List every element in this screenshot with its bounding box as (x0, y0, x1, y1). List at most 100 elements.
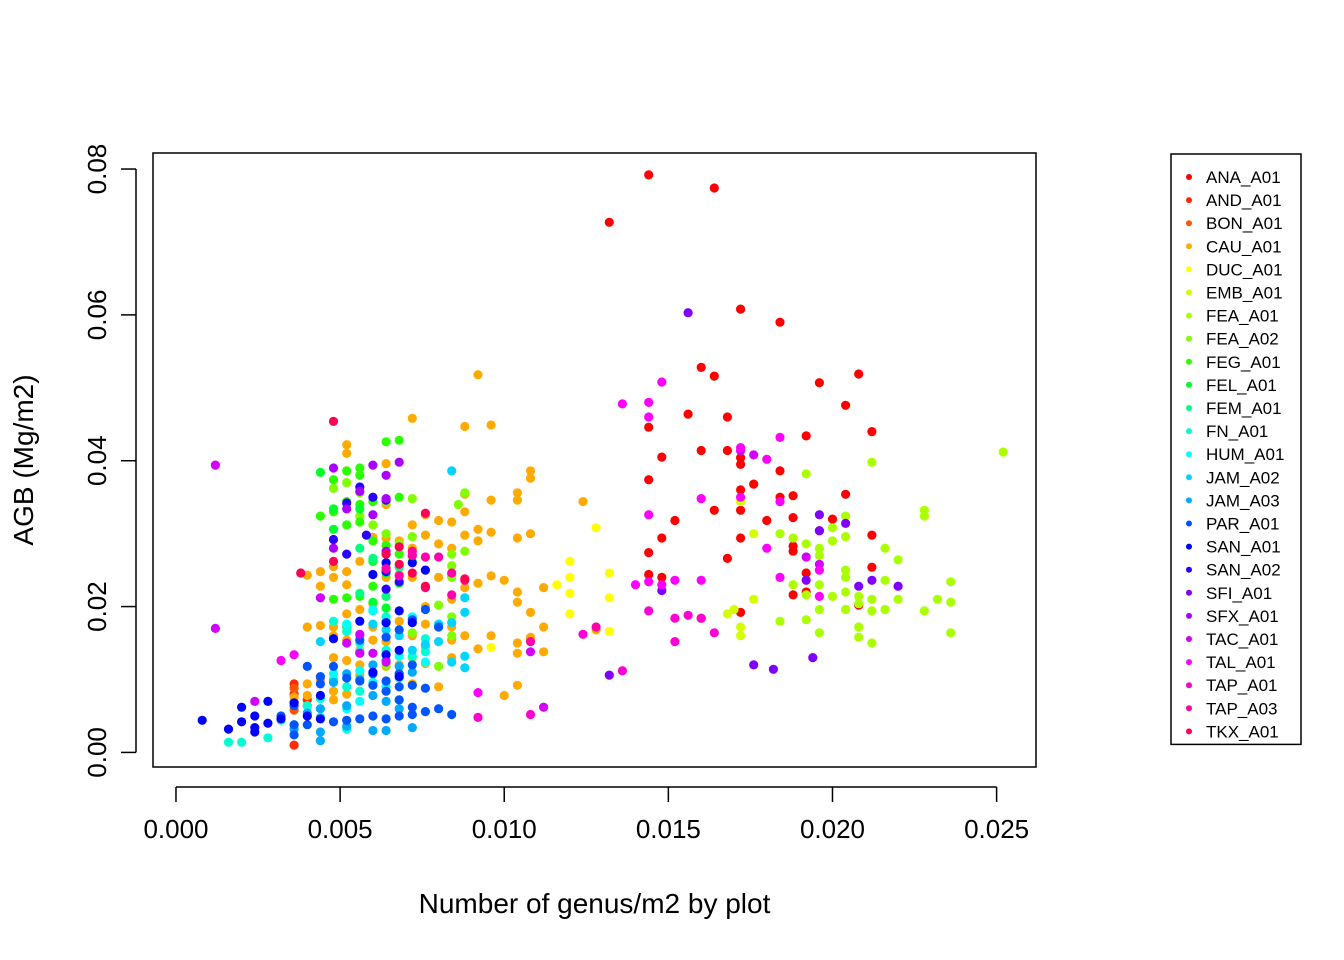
legend-marker (1186, 197, 1192, 204)
data-point (368, 711, 378, 721)
y-tick-label: 0.08 (82, 144, 112, 195)
data-point (460, 530, 470, 540)
data-point (407, 709, 417, 720)
data-point (512, 680, 523, 690)
y-tick-label: 0.06 (82, 290, 112, 341)
data-point (919, 511, 930, 521)
data-point (315, 637, 325, 647)
points-layer (197, 170, 1008, 750)
data-point (460, 507, 470, 517)
data-point (644, 475, 654, 485)
data-point (657, 377, 667, 387)
data-point (368, 492, 378, 502)
data-point (420, 604, 430, 615)
data-point (355, 676, 365, 686)
data-point (328, 634, 339, 644)
data-point (486, 495, 496, 505)
legend-marker (1186, 243, 1192, 250)
data-point (355, 463, 365, 473)
data-point (407, 628, 417, 638)
legend-label: BON_A01 (1206, 214, 1283, 233)
data-point (512, 488, 523, 498)
data-point (525, 607, 536, 618)
data-point (893, 594, 903, 604)
data-point (814, 628, 825, 638)
data-point (328, 594, 339, 604)
data-point (394, 435, 404, 445)
data-point (328, 534, 339, 545)
data-point (355, 556, 365, 567)
data-point (736, 459, 746, 469)
data-point (696, 445, 706, 456)
data-point (827, 536, 838, 546)
data-point (683, 610, 693, 620)
data-point (801, 431, 811, 441)
data-point (775, 466, 785, 476)
data-point (407, 568, 417, 578)
data-point (512, 495, 523, 505)
data-point (460, 546, 470, 556)
data-point (315, 672, 325, 682)
data-point (460, 663, 470, 673)
data-point (460, 583, 470, 593)
data-point (578, 497, 588, 507)
data-point (841, 587, 851, 597)
data-point (315, 727, 325, 737)
data-point (381, 625, 391, 635)
data-point (841, 532, 851, 542)
data-point (342, 504, 352, 514)
legend-marker (1186, 266, 1192, 273)
legend-marker (1186, 612, 1192, 619)
data-point (762, 543, 772, 553)
data-point (342, 580, 352, 590)
data-point (368, 660, 378, 670)
data-point (827, 591, 838, 602)
data-point (420, 581, 430, 591)
data-point (768, 664, 779, 674)
legend-marker (1186, 289, 1192, 296)
data-point (775, 572, 785, 583)
data-point (328, 543, 339, 553)
data-point (762, 515, 772, 526)
data-point (368, 680, 378, 690)
legend-marker (1186, 220, 1192, 227)
data-point (762, 454, 772, 464)
data-point (749, 594, 759, 604)
data-point (355, 616, 365, 626)
data-point (420, 552, 430, 562)
x-tick-label: 0.010 (472, 814, 537, 844)
data-point (315, 690, 325, 701)
data-point (381, 549, 391, 559)
data-point (434, 600, 444, 610)
data-point (696, 575, 706, 585)
legend-label: JAM_A02 (1206, 468, 1280, 487)
legend-label: FEA_A01 (1206, 307, 1279, 326)
data-point (775, 432, 785, 442)
data-point (460, 651, 470, 661)
data-point (841, 565, 851, 575)
legend-label: ANA_A01 (1206, 168, 1281, 187)
data-point (696, 494, 706, 504)
data-point (407, 550, 417, 561)
legend-marker (1186, 381, 1192, 388)
x-axis-label: Number of genus/m2 by plot (419, 888, 771, 919)
legend-label: CAU_A01 (1206, 237, 1282, 256)
legend-box (1170, 153, 1302, 746)
data-point (381, 632, 391, 642)
data-point (250, 727, 260, 737)
data-point (381, 618, 391, 628)
data-point (539, 583, 549, 593)
data-point (736, 304, 746, 314)
data-point (420, 657, 430, 667)
data-point (486, 642, 496, 653)
data-point (420, 619, 430, 629)
data-point (657, 580, 667, 590)
data-point (460, 574, 470, 584)
data-point (302, 720, 312, 730)
data-point (315, 581, 325, 591)
data-point (342, 593, 352, 603)
data-point (434, 539, 444, 549)
data-point (880, 575, 890, 585)
data-point (709, 183, 719, 193)
data-point (328, 695, 339, 705)
